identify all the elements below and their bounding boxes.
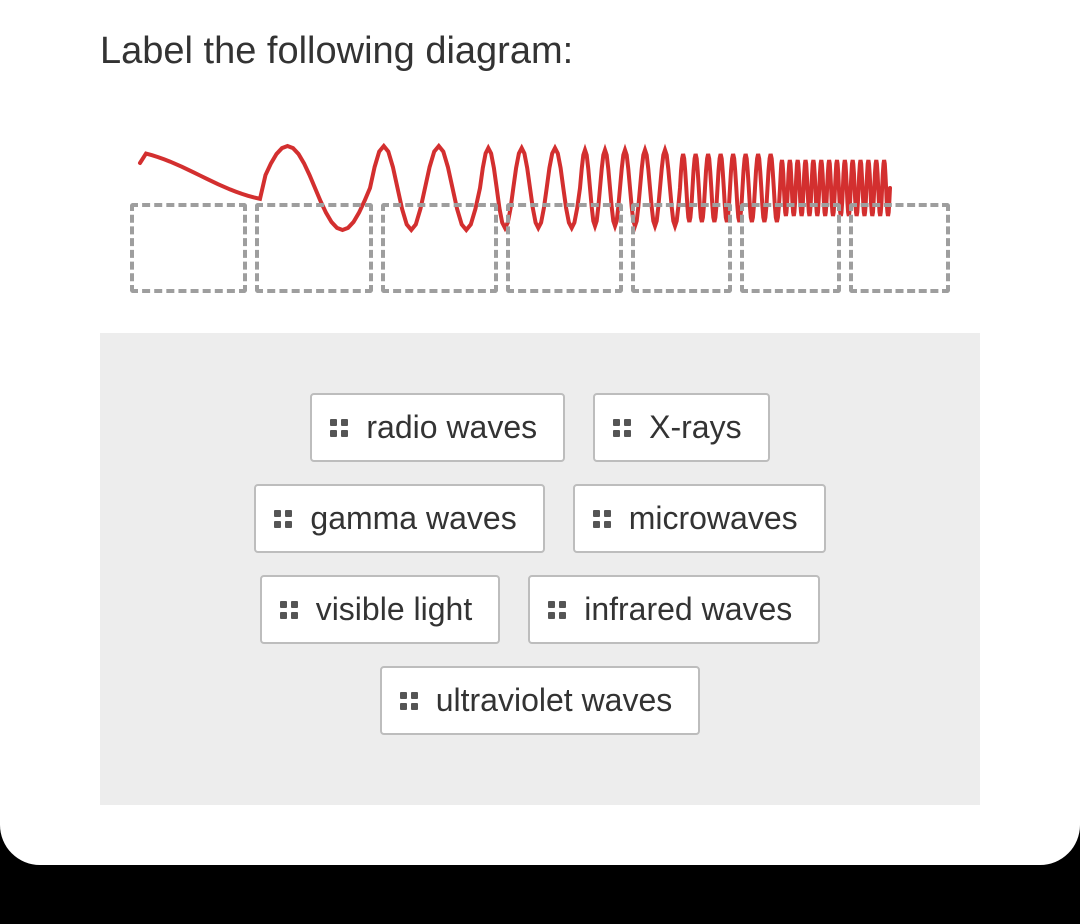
drop-target-6[interactable]: [740, 203, 841, 293]
chip-label: infrared waves: [584, 591, 792, 628]
grip-icon: [330, 419, 348, 437]
chip-label: gamma waves: [310, 500, 516, 537]
chip-radio-waves[interactable]: radio waves: [310, 393, 565, 462]
answer-row-4: ultraviolet waves: [380, 666, 701, 735]
grip-icon: [280, 601, 298, 619]
chip-infrared-waves[interactable]: infrared waves: [528, 575, 820, 644]
instruction-text: Label the following diagram:: [0, 30, 1080, 103]
grip-icon: [548, 601, 566, 619]
chip-visible-light[interactable]: visible light: [260, 575, 501, 644]
chip-label: ultraviolet waves: [436, 682, 673, 719]
drop-target-5[interactable]: [631, 203, 732, 293]
question-card: Label the following diagram:: [0, 0, 1080, 865]
chip-gamma-waves[interactable]: gamma waves: [254, 484, 544, 553]
chip-label: X-rays: [649, 409, 741, 446]
chip-label: visible light: [316, 591, 473, 628]
drop-targets-row: [130, 203, 950, 293]
drop-target-1[interactable]: [130, 203, 247, 293]
answer-row-3: visible light infrared waves: [260, 575, 821, 644]
chip-microwaves[interactable]: microwaves: [573, 484, 826, 553]
answer-row-1: radio waves X-rays: [310, 393, 769, 462]
drop-target-3[interactable]: [381, 203, 498, 293]
answer-row-2: gamma waves microwaves: [254, 484, 825, 553]
drop-target-2[interactable]: [255, 203, 372, 293]
chip-label: radio waves: [366, 409, 537, 446]
chip-label: microwaves: [629, 500, 798, 537]
grip-icon: [613, 419, 631, 437]
grip-icon: [274, 510, 292, 528]
diagram-zone: [100, 103, 980, 333]
grip-icon: [593, 510, 611, 528]
chip-ultraviolet-waves[interactable]: ultraviolet waves: [380, 666, 701, 735]
wave-container: [130, 123, 950, 293]
activity-area: radio waves X-rays gamma waves microwave…: [100, 103, 980, 805]
drop-target-7[interactable]: [849, 203, 950, 293]
chip-xrays[interactable]: X-rays: [593, 393, 769, 462]
grip-icon: [400, 692, 418, 710]
answer-bank: radio waves X-rays gamma waves microwave…: [100, 333, 980, 805]
drop-target-4[interactable]: [506, 203, 623, 293]
